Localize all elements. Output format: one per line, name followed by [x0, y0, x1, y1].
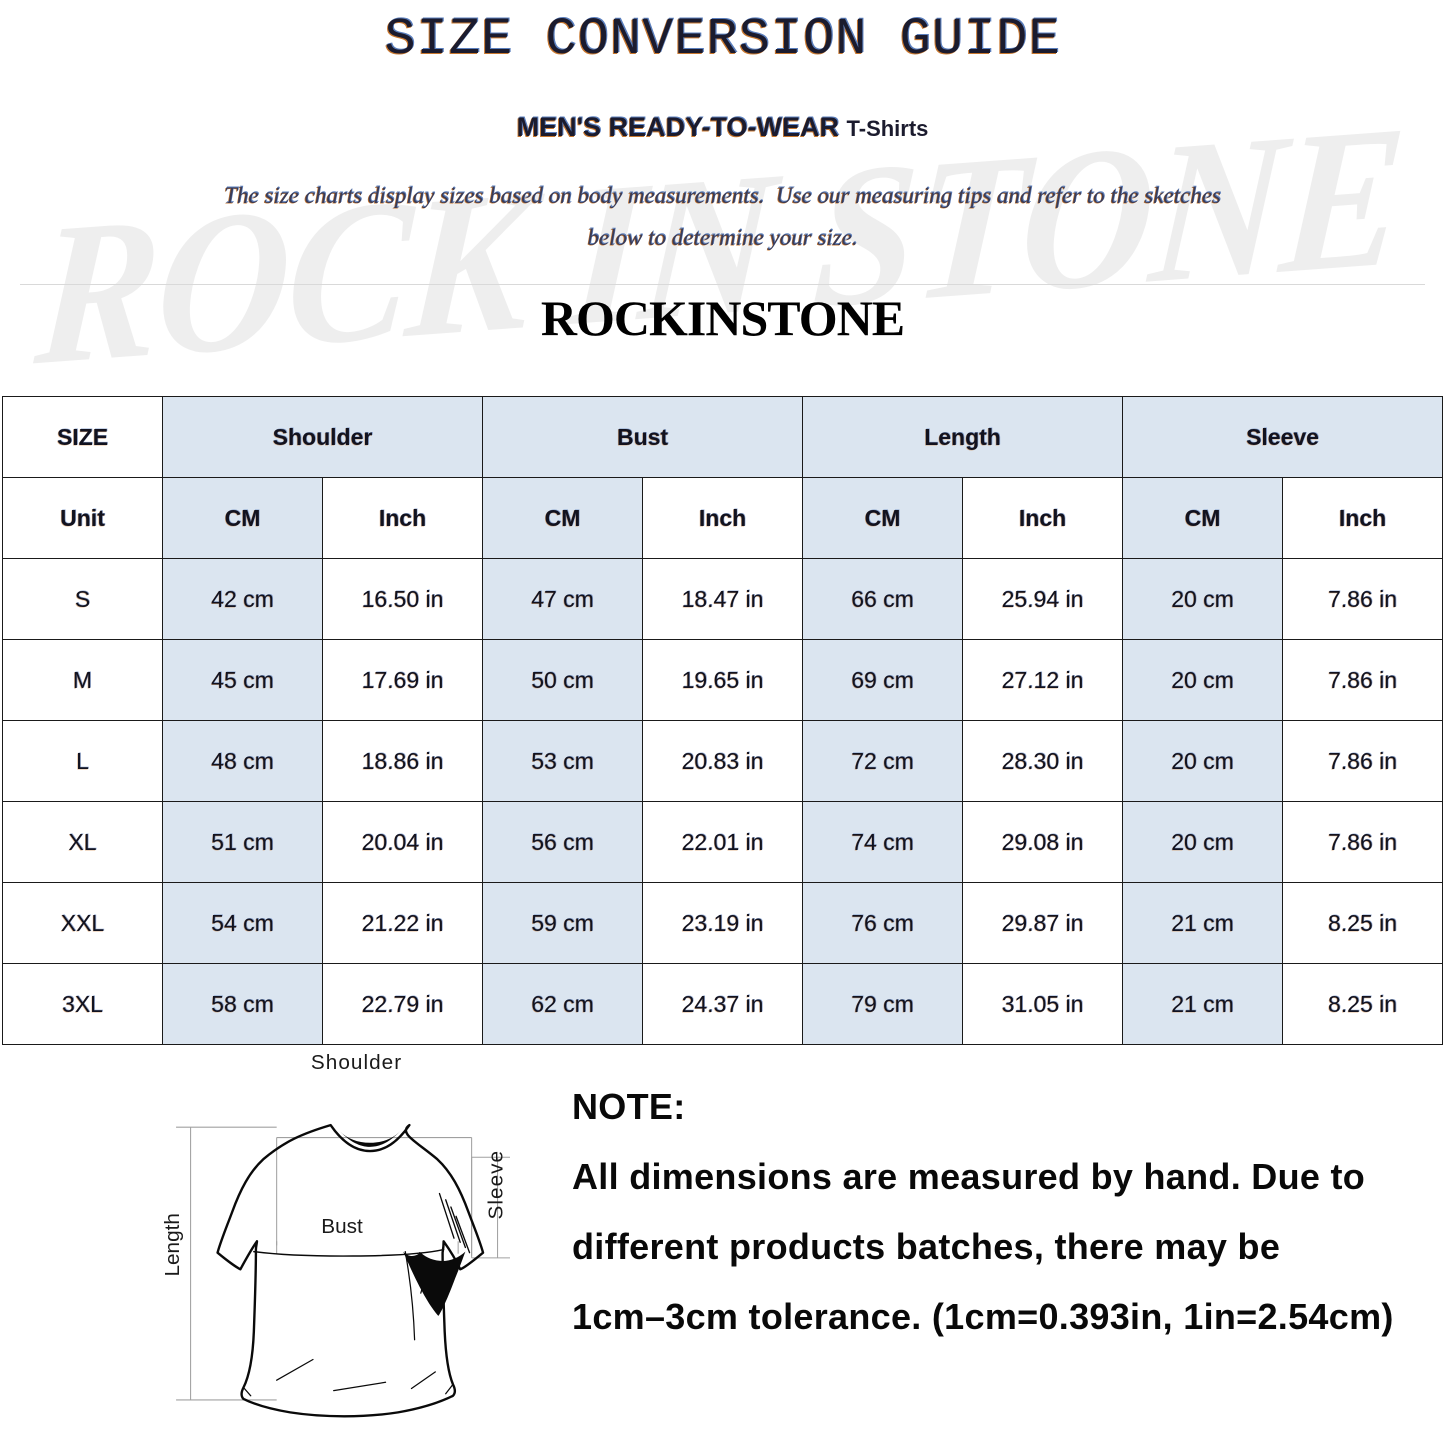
svg-text:Shoulder: Shoulder [311, 1051, 402, 1074]
svg-text:Bust: Bust [321, 1215, 363, 1238]
svg-text:Length: Length [161, 1213, 184, 1276]
svg-text:Sleeve: Sleeve [485, 1150, 508, 1220]
